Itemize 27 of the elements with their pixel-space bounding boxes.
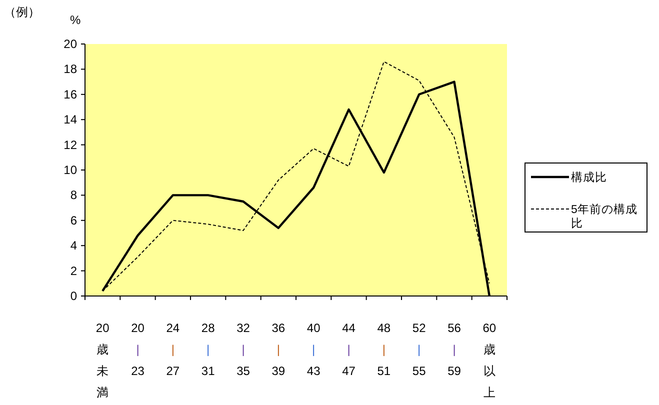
x-tick-label: 20歳未満 (96, 321, 110, 400)
x-tick-label: 56|59 (448, 321, 462, 378)
y-tick-label: 18 (64, 62, 78, 76)
y-tick-label: 6 (70, 213, 78, 228)
x-tick-label: 60歳以上 (482, 321, 496, 400)
legend-label: 構成比 (571, 171, 607, 184)
y-tick-label: 14 (64, 112, 78, 127)
y-tick-label: 10 (64, 163, 78, 177)
y-axis-title: % (70, 13, 81, 27)
y-tick-label: 0 (70, 289, 78, 303)
legend-label: 5年前の構成比 (571, 203, 638, 230)
chart-title: （例） (4, 5, 40, 19)
x-tick-label: 20|23 (131, 321, 145, 378)
x-tick-label: 32|35 (236, 321, 250, 378)
x-tick-label: 24|27 (166, 321, 180, 378)
x-tick-label: 40|43 (306, 321, 321, 378)
x-tick-label: 28|31 (201, 321, 216, 378)
x-tick-label: 36|39 (272, 321, 286, 378)
y-tick-label: 2 (70, 264, 78, 278)
x-tick-label: 44|47 (342, 321, 356, 378)
y-tick-label: 8 (70, 188, 78, 202)
x-tick-label: 48|51 (377, 321, 391, 378)
x-tick-label: 52|55 (412, 321, 426, 378)
y-tick-label: 20 (64, 37, 78, 51)
y-tick-label: 12 (64, 138, 78, 152)
y-tick-label: 4 (70, 238, 78, 253)
y-tick-label: 16 (64, 87, 78, 102)
